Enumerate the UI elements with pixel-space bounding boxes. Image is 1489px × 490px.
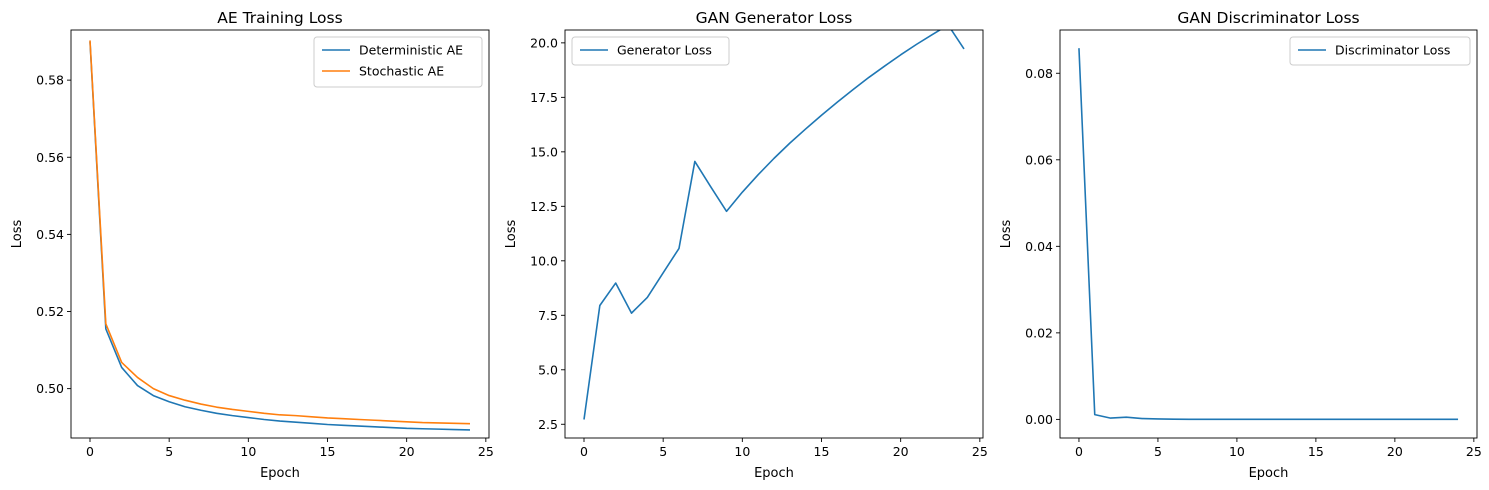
y-tick-label: 0.02: [1025, 325, 1053, 340]
y-tick-label: 20.0: [530, 35, 558, 50]
y-tick-label: 0.04: [1025, 239, 1053, 254]
x-tick-label: 5: [659, 444, 667, 459]
x-tick-label: 10: [734, 444, 750, 459]
x-tick-label: 15: [320, 444, 336, 459]
y-axis-label: Loss: [504, 220, 519, 249]
x-tick-label: 25: [1466, 444, 1482, 459]
chart-2: 0 5 10 15 20 25 2.5 5.0 7.5 10.0 12.5 15.0 17.5 20.0 G…: [504, 9, 988, 481]
y-tick-label: 0.06: [1025, 152, 1053, 167]
y-axis-label: Loss: [999, 220, 1014, 249]
plot-area: [89, 40, 471, 431]
plot-area: [583, 30, 965, 420]
y-tick-label: 0.56: [36, 150, 64, 165]
x-tick-label: 20: [399, 444, 415, 459]
series-line-1: [1078, 48, 1459, 421]
x-tick-label: 20: [893, 444, 909, 459]
chart-3: 0 5 10 15 20 25 0.00 0.02 0.04 0.06 0.08 GAN Discri…: [999, 9, 1482, 481]
series-line-1: [89, 41, 471, 431]
x-tick-label: 0: [86, 444, 94, 459]
x-tick-label: 15: [1308, 444, 1324, 459]
y-tick-label: 5.0: [538, 362, 558, 377]
x-tick-label: 10: [240, 444, 256, 459]
x-tick-label: 25: [478, 444, 494, 459]
chart-1: 0 5 10 15 20 25 0.50 0.52 0.54 0.56 0.58 AE Trainin…: [10, 9, 494, 481]
x-axis-label: Epoch: [260, 466, 300, 481]
y-tick-label: 17.5: [530, 90, 558, 105]
y-tick-label: 12.5: [530, 199, 558, 214]
y-tick-label: 0.54: [36, 227, 64, 242]
axes-frame: [70, 29, 490, 439]
legend-label: Deterministic AE: [359, 43, 463, 58]
x-tick-label: 20: [1387, 444, 1403, 459]
x-axis-label: Epoch: [1249, 466, 1289, 481]
y-tick-label: 0.52: [36, 304, 64, 319]
axes-frame: [564, 29, 984, 439]
series-line-1: [583, 30, 965, 420]
x-tick-label: 25: [972, 444, 988, 459]
legend-label: Stochastic AE: [359, 64, 444, 79]
y-tick-label: 0.58: [36, 73, 64, 88]
chart-title: GAN Discriminator Loss: [1177, 9, 1359, 27]
legend: Discriminator Loss: [1289, 36, 1471, 66]
y-tick-label: 0.08: [1025, 66, 1053, 81]
legend-label: Generator Loss: [617, 43, 712, 58]
legend: Deterministic AE Stochastic AE: [313, 36, 483, 88]
legend: Generator Loss: [571, 36, 730, 66]
axes-frame: [1059, 29, 1478, 439]
legend-box: [313, 36, 483, 88]
legend-box: [1289, 36, 1471, 66]
x-tick-label: 5: [165, 444, 173, 459]
y-tick-label: 2.5: [538, 417, 558, 432]
plot-area: [1078, 48, 1459, 421]
legend-label: Discriminator Loss: [1335, 43, 1450, 58]
x-tick-label: 0: [1075, 444, 1083, 459]
chart-title: GAN Generator Loss: [696, 9, 853, 27]
y-tick-label: 10.0: [530, 253, 558, 268]
x-tick-label: 5: [1154, 444, 1162, 459]
y-tick-label: 7.5: [538, 308, 558, 323]
y-tick-label: 0.00: [1025, 412, 1053, 427]
x-tick-label: 10: [1229, 444, 1245, 459]
legend-box: [571, 36, 730, 66]
x-axis-label: Epoch: [754, 466, 794, 481]
x-tick-label: 0: [580, 444, 588, 459]
chart-title: AE Training Loss: [217, 9, 342, 27]
y-tick-label: 0.50: [36, 381, 64, 396]
series-line-2: [89, 40, 471, 425]
y-tick-label: 15.0: [530, 144, 558, 159]
x-tick-label: 15: [814, 444, 830, 459]
y-axis-label: Loss: [10, 220, 25, 249]
